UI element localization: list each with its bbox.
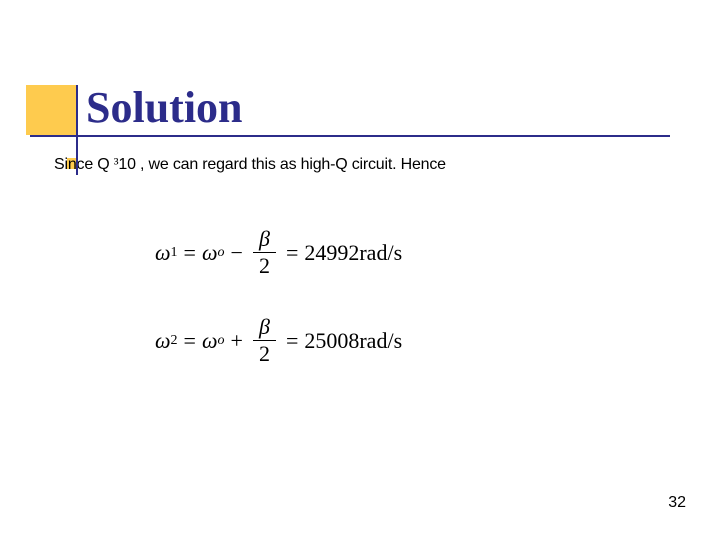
title-underline xyxy=(30,135,670,137)
title-accent-box xyxy=(26,85,76,135)
eq1-rhs1-sub: o xyxy=(218,245,225,261)
eq2-fraction: β 2 xyxy=(253,314,276,367)
body-text-pre: Since Q xyxy=(54,156,114,173)
eq2-lhs-sym: ω xyxy=(155,328,171,353)
page-number: 32 xyxy=(668,494,686,512)
eq2-rhs1-sym: ω xyxy=(202,328,218,353)
eq1-frac-den: 2 xyxy=(253,253,276,279)
equals-icon: = xyxy=(184,240,196,266)
equals-icon: = xyxy=(286,240,298,266)
eq1-lhs-sym: ω xyxy=(155,240,171,265)
body-text: Since Q ³10 , we can regard this as high… xyxy=(54,156,446,174)
body-text-num: 10 xyxy=(118,156,140,173)
equation-1: ω1 = ωo − β 2 = 24992rad/s xyxy=(155,226,402,279)
eq2-rhs1-sub: o xyxy=(218,333,225,349)
eq2-lhs-sub: 2 xyxy=(171,333,178,349)
eq1-fraction: β 2 xyxy=(253,226,276,279)
body-text-post: , we can regard this as high-Q circuit. … xyxy=(140,156,446,173)
eq1-lhs-sub: 1 xyxy=(171,245,178,261)
equals-icon: = xyxy=(286,328,298,354)
eq1-sign: − xyxy=(231,240,243,266)
equation-2: ω2 = ωo + β 2 = 25008rad/s xyxy=(155,314,402,367)
eq2-frac-num: β xyxy=(253,314,276,341)
eq1-result: 24992rad/s xyxy=(304,240,402,266)
title-vertical-line xyxy=(76,85,78,175)
equals-icon: = xyxy=(184,328,196,354)
eq1-rhs1-sym: ω xyxy=(202,240,218,265)
much-greater-icon: ³ xyxy=(114,156,119,174)
eq2-result: 25008rad/s xyxy=(304,328,402,354)
eq1-frac-num: β xyxy=(253,226,276,253)
eq2-sign: + xyxy=(231,328,243,354)
eq2-frac-den: 2 xyxy=(253,341,276,367)
slide-title: Solution xyxy=(86,82,243,133)
